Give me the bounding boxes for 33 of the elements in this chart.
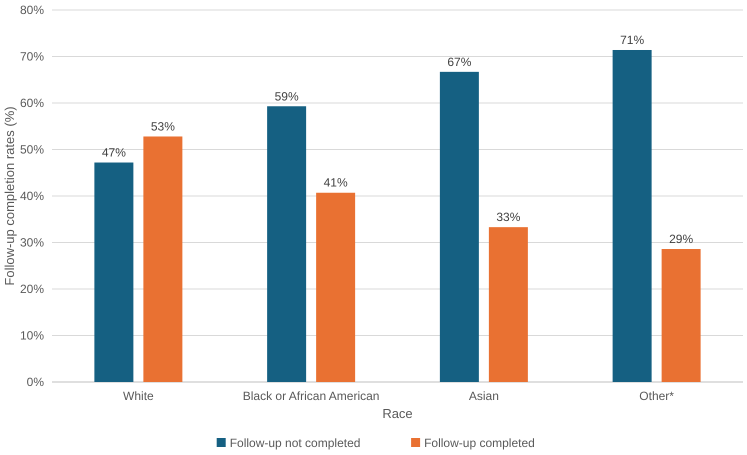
data-label: 47%	[102, 146, 126, 160]
y-tick-label: 30%	[20, 236, 44, 250]
x-axis-title: Race	[382, 406, 413, 421]
data-label: 41%	[324, 176, 348, 190]
bar	[440, 72, 479, 382]
y-tick-label: 60%	[20, 96, 44, 110]
bar	[612, 50, 652, 382]
bar	[316, 192, 356, 382]
legend-label: Follow-up not completed	[230, 436, 360, 450]
y-tick-label: 0%	[26, 375, 44, 389]
bar	[94, 162, 134, 382]
y-tick-label: 80%	[20, 3, 44, 17]
y-tick-label: 20%	[20, 282, 44, 296]
bar	[267, 106, 306, 382]
legend-label: Follow-up completed	[424, 436, 535, 450]
y-tick-label: 70%	[20, 50, 44, 64]
data-label: 67%	[447, 54, 472, 69]
data-label: 29%	[669, 232, 694, 246]
x-tick-label: White	[123, 389, 154, 403]
x-tick-label: Asian	[468, 389, 499, 403]
x-tick-label: Black or African American	[242, 389, 380, 403]
data-label: 33%	[496, 210, 521, 224]
bar	[143, 136, 182, 382]
x-tick-label: Other*	[639, 389, 674, 403]
data-label: 71%	[620, 32, 644, 47]
bar	[662, 249, 701, 382]
y-tick-label: 40%	[20, 189, 44, 203]
data-label: 53%	[150, 119, 176, 134]
bar	[488, 227, 528, 382]
data-label: 59%	[274, 89, 299, 104]
y-tick-label: 50%	[20, 142, 44, 156]
y-tick-label: 10%	[20, 328, 44, 342]
y-axis-title: Follow-up completion rates (%)	[2, 106, 17, 286]
